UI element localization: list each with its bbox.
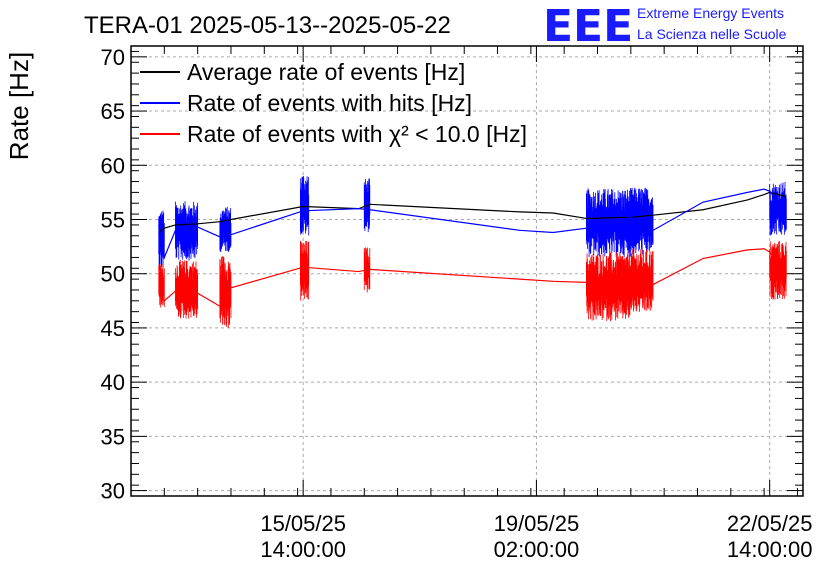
series-band-1 (586, 188, 632, 258)
logo-line-2: La Scienza nelle Scuole (637, 26, 787, 42)
x-tick-label-date: 15/05/25 (260, 511, 346, 536)
plot-frame (130, 45, 804, 497)
y-tick-label: 50 (101, 262, 125, 287)
x-tick-label-date: 22/05/25 (727, 511, 813, 536)
y-tick-label: 60 (101, 153, 125, 178)
series-band-2 (219, 256, 232, 328)
y-tick-label: 70 (101, 45, 125, 70)
series-band-2 (363, 247, 371, 293)
series-line-2 (158, 248, 787, 308)
series-band-2 (586, 252, 632, 322)
y-axis-label: Rate [Hz] (4, 52, 34, 160)
x-tick-label-date: 19/05/25 (494, 511, 580, 536)
series-band-2 (630, 248, 654, 312)
logo-line-1: Extreme Energy Events (637, 5, 784, 21)
x-tick-label-time: 14:00:00 (260, 537, 346, 562)
chart-title: TERA-01 2025-05-13--2025-05-22 (84, 12, 451, 39)
series-band-1 (363, 178, 371, 233)
x-tick-label-time: 14:00:00 (727, 537, 813, 562)
legend-label-chi2: Rate of events with χ² < 10.0 [Hz] (187, 121, 527, 147)
legend-label-hits: Rate of events with hits [Hz] (187, 90, 472, 116)
y-tick-label: 55 (101, 207, 125, 232)
axis-layer: 30354045505560657015/05/2514:00:0019/05/… (101, 45, 813, 562)
series-band-2 (769, 240, 787, 300)
y-tick-label: 65 (101, 99, 125, 124)
series-band-2 (299, 240, 310, 301)
series-band-2 (158, 263, 165, 308)
series-line-0 (158, 191, 787, 233)
y-tick-label: 30 (101, 479, 125, 504)
grid-layer (131, 46, 803, 496)
eee-logo: EEE (543, 1, 633, 52)
x-tick-label-time: 02:00:00 (494, 537, 580, 562)
series-band-1 (175, 201, 199, 261)
series-line-1 (158, 188, 787, 260)
y-tick-label: 40 (101, 370, 125, 395)
legend-label-average: Average rate of events [Hz] (187, 59, 465, 85)
series-band-2 (175, 259, 199, 319)
y-tick-label: 35 (101, 424, 125, 449)
y-tick-label: 45 (101, 316, 125, 341)
series-band-1 (219, 206, 232, 252)
data-layer (158, 175, 787, 328)
series-band-1 (299, 175, 310, 236)
legend: Average rate of events [Hz] Rate of even… (140, 59, 527, 147)
